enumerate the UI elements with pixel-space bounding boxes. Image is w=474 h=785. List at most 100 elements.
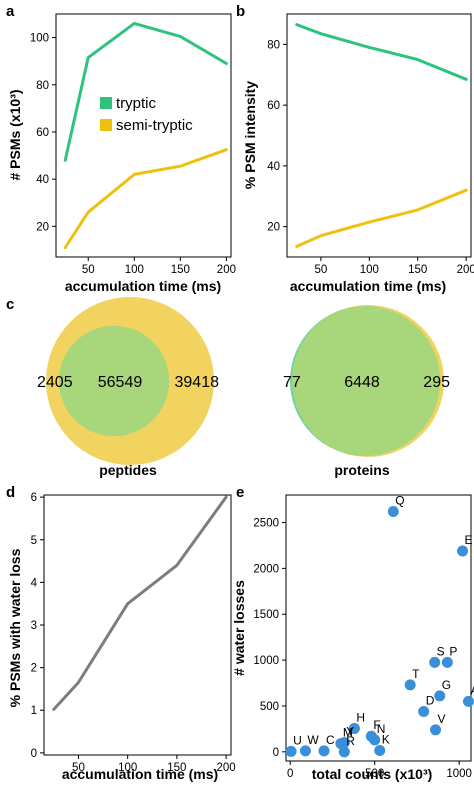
- scatter-point-S: [429, 656, 441, 668]
- venn-peptides-label: peptides: [99, 462, 157, 478]
- panel-c-venn: 2405 56549 39418 peptides 77 6448 295 pr…: [37, 297, 450, 478]
- ytick-label: 40: [36, 174, 49, 186]
- panel-a-chart: 50 100 150 200 20 40 60 80 100 tryptic semi-try…: [7, 13, 236, 294]
- scatter-point-label-P: P: [449, 644, 457, 658]
- panel-b-frame: [286, 13, 472, 258]
- panel-b-yticks: 20 40 60 80: [267, 39, 287, 234]
- xtick-label: 200: [216, 762, 235, 774]
- ytick-label: 20: [36, 221, 49, 233]
- scatter-point-label-N: N: [377, 722, 386, 736]
- ytick-label: 80: [267, 39, 280, 51]
- venn-peptides-left-count: 2405: [37, 374, 73, 391]
- venn-proteins-overlap: [292, 306, 440, 456]
- panel-letter-e: e: [236, 484, 244, 501]
- ytick-label: 2000: [253, 563, 279, 575]
- xtick-label: 500: [365, 768, 384, 780]
- legend-label-semi-tryptic: semi-tryptic: [116, 117, 193, 134]
- venn-proteins-overlap-count: 6448: [344, 374, 380, 391]
- scatter-point-label-V: V: [438, 712, 446, 726]
- scatter-point-label-C: C: [326, 733, 335, 747]
- scatter-point-label-S: S: [437, 644, 445, 658]
- scatter-point-Q: [387, 506, 399, 518]
- series-line-semi-tryptic: [63, 148, 228, 250]
- panel-b-xlabel: accumulation time (ms): [290, 278, 446, 294]
- xtick-label: 100: [125, 264, 144, 276]
- panel-e-chart: Q E SP T G A DV HFN MY K RC UW 0 500 1000 0 500 1000 150…: [231, 494, 474, 782]
- scatter-point-label-W: W: [307, 733, 319, 747]
- legend-swatch-tryptic: [100, 97, 112, 109]
- scatter-point-G: [434, 690, 446, 702]
- ytick-label: 1500: [253, 609, 279, 621]
- panel-d-yticks: 0 1 2 3 4 5 6: [31, 492, 44, 760]
- panel-e-yticks: 0 500 1000 1500 2000 2500: [253, 518, 286, 759]
- panel-e-xlabel: total counts (x10³): [312, 766, 433, 782]
- scatter-point-R: [338, 746, 350, 758]
- scatter-point-W: [299, 745, 311, 757]
- series-line-tryptic: [63, 21, 228, 162]
- panel-a-frame: [55, 13, 232, 258]
- xtick-label: 50: [82, 264, 95, 276]
- panel-a-ylabel: # PSMs (x10³): [7, 89, 23, 180]
- panel-a-xlabel: accumulation time (ms): [65, 278, 221, 294]
- scatter-point-A: [462, 695, 474, 707]
- ytick-label: 4: [31, 577, 38, 589]
- scatter-point-label-Q: Q: [395, 494, 404, 508]
- series-line-2: [295, 188, 468, 248]
- venn-proteins: 77 6448 295 proteins: [283, 305, 450, 478]
- panel-b-ylabel: % PSM intensity: [242, 81, 258, 189]
- scatter-point-label-H: H: [356, 710, 365, 724]
- scatter-point-E: [457, 545, 469, 557]
- xtick-label: 150: [171, 264, 190, 276]
- panel-letter-a: a: [6, 3, 15, 20]
- scatter-point-Y: [338, 737, 350, 749]
- scatter-point-V: [430, 724, 442, 736]
- panel-e-xticks: 0 500 1000: [287, 761, 472, 780]
- panel-letter-b: b: [236, 3, 245, 20]
- scatter-point-label-Y: Y: [346, 725, 354, 739]
- ytick-label: 1000: [253, 655, 279, 667]
- scatter-point-label-E: E: [465, 533, 473, 547]
- venn-proteins-left-count: 77: [283, 374, 301, 391]
- panel-d-series: [52, 495, 228, 711]
- panel-a-yticks: 20 40 60 80 100: [30, 33, 56, 233]
- ytick-label: 20: [267, 222, 280, 234]
- series-line-1: [52, 495, 228, 711]
- venn-proteins-right-count: 295: [423, 374, 450, 391]
- venn-proteins-label: proteins: [334, 462, 389, 478]
- ytick-label: 0: [273, 747, 279, 759]
- panel-a-xticks: 50 100 150 200: [82, 257, 236, 276]
- xtick-label: 1000: [446, 768, 472, 780]
- ytick-label: 0: [31, 748, 37, 760]
- xtick-label: 50: [314, 264, 327, 276]
- panel-e-frame: [285, 494, 472, 762]
- ytick-label: 80: [36, 80, 49, 92]
- panel-b-xticks: 50 100 150 200: [314, 257, 474, 276]
- panel-d-frame: [43, 494, 232, 756]
- venn-peptides-overlap: [59, 326, 169, 436]
- scatter-point-K: [374, 744, 386, 756]
- scatter-point-C: [318, 745, 330, 757]
- scatter-point-label-T: T: [412, 667, 420, 681]
- venn-peptides-overlap-count: 56549: [98, 374, 143, 391]
- ytick-label: 1: [31, 705, 37, 717]
- ytick-label: 60: [36, 127, 49, 139]
- xtick-label: 150: [167, 762, 186, 774]
- xtick-label: 100: [118, 762, 137, 774]
- xtick-label: 200: [457, 264, 474, 276]
- legend-swatch-semi-tryptic: [100, 119, 112, 131]
- legend-label-tryptic: tryptic: [116, 95, 157, 112]
- ytick-label: 60: [267, 100, 280, 112]
- scatter-point-U: [285, 745, 297, 757]
- xtick-label: 200: [217, 264, 236, 276]
- xtick-label: 50: [72, 762, 85, 774]
- ytick-label: 100: [30, 33, 49, 45]
- panel-e-points: Q E SP T G A DV HFN MY K RC UW: [285, 494, 474, 758]
- scatter-point-H: [348, 722, 360, 734]
- ytick-label: 500: [260, 701, 279, 713]
- scatter-point-P: [441, 656, 453, 668]
- xtick-label: 100: [360, 264, 379, 276]
- panel-d-chart: 50 100 150 200 0 1 2 3 4 5 6 accumulation time (m…: [7, 492, 236, 782]
- panel-letter-d: d: [6, 484, 15, 501]
- ytick-label: 40: [267, 161, 280, 173]
- panel-b-chart: 50 100 150 200 20 40 60 80 accumulation time (…: [242, 13, 474, 294]
